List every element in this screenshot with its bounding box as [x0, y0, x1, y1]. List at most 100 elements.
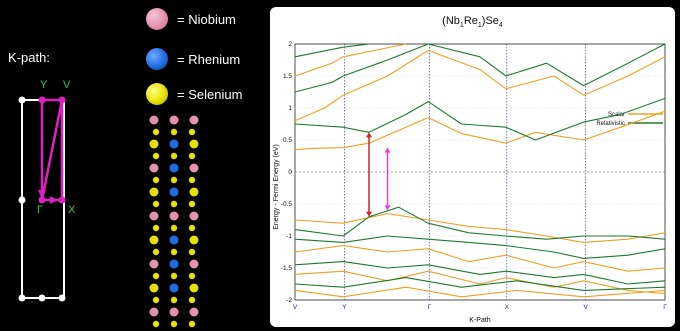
y-tick-label: -1.5: [281, 265, 293, 272]
kpath-label-gamma: Γ: [37, 204, 43, 216]
scalar-band-line: [294, 43, 407, 77]
relativistic-gap-arrow-head: [366, 211, 372, 217]
x-tick-label: V: [293, 304, 298, 311]
rhenium-atom: [169, 235, 179, 245]
relativistic-band-line: [294, 235, 666, 259]
selenium-atom: [152, 248, 160, 256]
selenium-atom: [170, 152, 178, 160]
y-tick-label: 2: [288, 41, 292, 48]
selenium-atom: [189, 283, 199, 293]
scalar-band-line: [294, 270, 666, 295]
selenium-atom: [149, 187, 159, 197]
scalar-gap-arrow-head: [384, 147, 391, 153]
selenium-atom: [149, 139, 159, 149]
rhenium-atom: [169, 259, 179, 269]
selenium-atom: [170, 224, 178, 232]
niobium-atom: [189, 211, 199, 221]
kpath-point-x: [58, 196, 66, 204]
niobium-atom: [149, 115, 159, 125]
relativistic-band-line: [294, 43, 370, 58]
selenium-atom: [152, 200, 160, 208]
kpath-point-gamma: [38, 196, 46, 204]
niobium-swatch: [146, 8, 168, 30]
y-axis-label: Energy - Fermi Energy (eV): [273, 144, 280, 230]
kpath-arrowhead: [38, 190, 46, 199]
kpath-label-y: Y: [40, 79, 48, 91]
kpath-arrowhead: [50, 196, 58, 204]
rhenium-atom: [169, 283, 179, 293]
legend-item-selenium: = Selenium: [146, 83, 242, 105]
scalar-band-line: [294, 49, 666, 122]
relativistic-band-line: [294, 277, 666, 291]
niobium-atom: [149, 307, 159, 317]
selenium-atom: [170, 248, 178, 256]
relativistic-band-line: [294, 43, 666, 93]
x-axis-label: K-Path: [469, 317, 491, 324]
scalar-band-line: [294, 110, 666, 151]
selenium-swatch: [146, 83, 168, 105]
selenium-atom: [170, 320, 178, 328]
selenium-atom: [188, 320, 196, 328]
selenium-atom: [149, 283, 159, 293]
y-tick-label: -0.5: [281, 201, 293, 208]
kpath-corner-point: [18, 294, 26, 302]
relativistic-band-line: [294, 261, 666, 285]
y-tick-label: -1: [286, 233, 292, 240]
selenium-atom: [188, 200, 196, 208]
selenium-atom: [188, 296, 196, 304]
selenium-atom: [188, 272, 196, 280]
legend-item-rhenium: = Rhenium: [146, 48, 240, 70]
legend-label: = Selenium: [177, 86, 243, 102]
y-tick-label: 1: [288, 105, 292, 112]
plot-title: (Nb1Re1)Se4: [442, 15, 503, 30]
band-structure-plot: Energy - Fermi Energy (eV) K-Path Scalar…: [273, 41, 667, 324]
selenium-atom: [188, 152, 196, 160]
x-tick-label: V: [583, 304, 588, 311]
niobium-atom: [169, 211, 179, 221]
selenium-atom: [152, 128, 160, 136]
legend-label: = Niobium: [177, 11, 236, 27]
kpath-label-x: X: [68, 204, 76, 216]
scalar-band-line: [294, 245, 666, 272]
niobium-atom: [169, 307, 179, 317]
kpath-diagram: Y V Γ X: [18, 79, 76, 302]
selenium-atom: [152, 320, 160, 328]
selenium-atom: [189, 235, 199, 245]
crystal-structure-image: [149, 115, 199, 328]
kpath-corner-point: [18, 96, 26, 104]
niobium-atom: [189, 163, 199, 173]
selenium-atom: [152, 224, 160, 232]
kpath-route: [40, 98, 64, 202]
niobium-atom: [149, 211, 159, 221]
kpath-title: K-path:: [8, 50, 50, 65]
kpath-point-y: [38, 96, 46, 104]
relativistic-band-line: [294, 206, 666, 240]
x-tick-label: Γ: [663, 304, 667, 311]
selenium-atom: [170, 200, 178, 208]
rhenium-atom: [169, 139, 179, 149]
x-tick-label: Γ: [428, 304, 432, 311]
selenium-atom: [152, 296, 160, 304]
relativistic-gap-arrow-head: [366, 132, 372, 138]
legend-relativistic-label: Relativistic: [596, 121, 625, 127]
rhenium-atom: [169, 187, 179, 197]
plot-legend: Scalar Relativistic: [596, 112, 663, 127]
band-structure-panel: (Nb1Re1)Se4 Energy - Fermi Energy (eV) K…: [270, 7, 675, 327]
selenium-atom: [152, 176, 160, 184]
y-tick-label: 0: [288, 169, 292, 176]
scalar-band-line: [294, 213, 666, 243]
kpath-corner-point: [18, 196, 26, 204]
selenium-atom: [189, 187, 199, 197]
selenium-atom: [170, 128, 178, 136]
niobium-atom: [189, 307, 199, 317]
legend-item-niobium: = Niobium: [146, 8, 236, 30]
scalar-band-line: [294, 286, 666, 298]
selenium-atom: [188, 128, 196, 136]
x-tick-label: Y: [342, 304, 347, 311]
niobium-atom: [149, 259, 159, 269]
kpath-corner-point: [38, 294, 46, 302]
selenium-atom: [152, 152, 160, 160]
niobium-atom: [189, 115, 199, 125]
kpath-label-v: V: [63, 79, 71, 91]
selenium-atom: [188, 224, 196, 232]
